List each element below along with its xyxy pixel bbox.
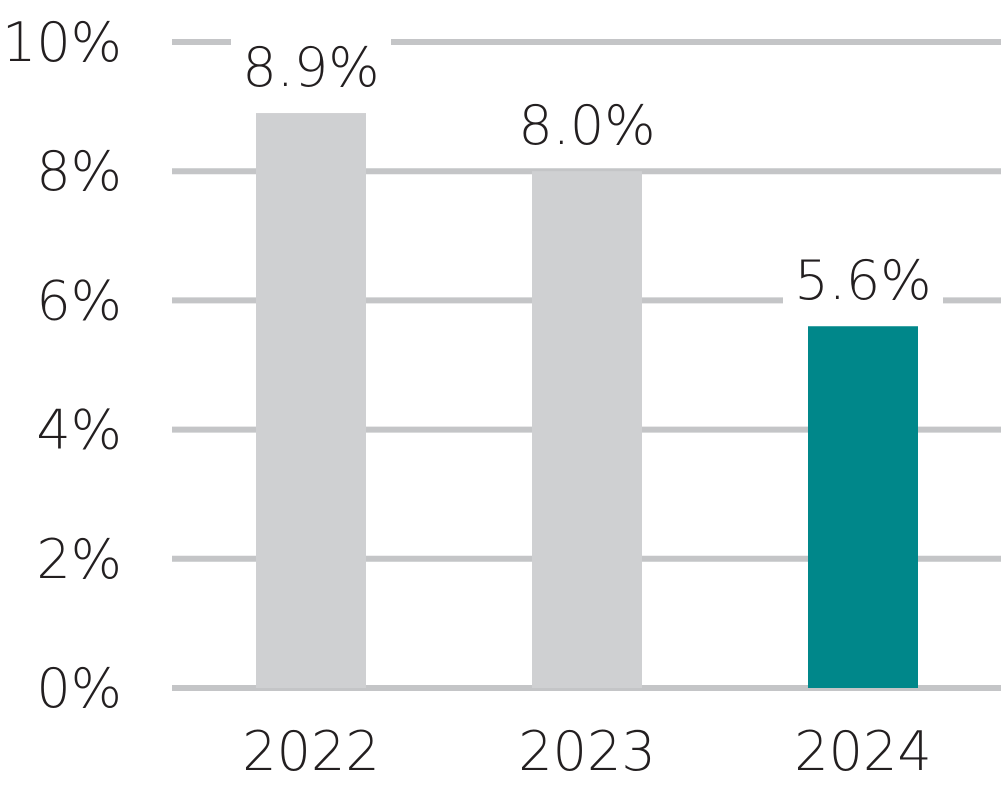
bar-2022 — [256, 113, 366, 688]
x-axis-labels: 2022 2023 2024 — [242, 720, 931, 783]
data-labels: 8.9% 8.0% 5.6% — [231, 36, 943, 314]
y-tick-label-2: 2% — [36, 528, 122, 591]
bar-2023 — [532, 171, 642, 688]
y-tick-label-4: 4% — [36, 399, 122, 462]
data-label-2023: 8.0% — [518, 94, 655, 157]
y-axis-tick-labels: 0% 2% 4% 6% 8% 10% — [2, 11, 122, 720]
y-tick-label-6: 6% — [36, 269, 122, 332]
x-label-2022: 2022 — [242, 720, 379, 783]
data-label-2024: 5.6% — [794, 249, 931, 312]
x-label-2024: 2024 — [794, 720, 931, 783]
data-label-bg-2024 — [783, 251, 943, 314]
bar-2024 — [808, 326, 918, 688]
y-tick-label-0: 0% — [36, 657, 122, 720]
y-tick-label-8: 8% — [36, 140, 122, 203]
y-tick-label-10: 10% — [2, 11, 122, 74]
data-label-2022: 8.9% — [242, 36, 379, 99]
data-label-bg-2023 — [507, 96, 667, 159]
bars — [256, 113, 918, 688]
data-label-bg-2022 — [231, 38, 391, 101]
x-label-2023: 2023 — [518, 720, 655, 783]
